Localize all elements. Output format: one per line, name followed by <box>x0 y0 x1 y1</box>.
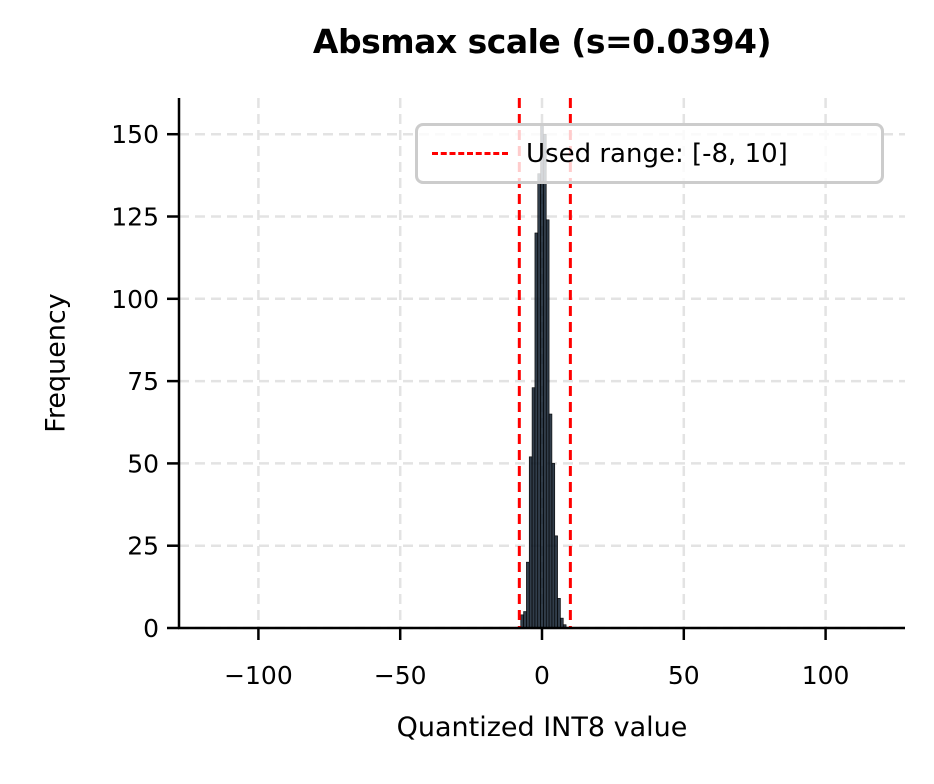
histogram-bar <box>540 124 544 629</box>
x-tick-label: 50 <box>668 661 700 690</box>
legend-dashed-line-icon <box>432 152 508 155</box>
axes: −100 −50 0 50 100 0 25 50 75 100 125 150 <box>111 98 905 690</box>
x-axis-label: Quantized INT8 value <box>396 712 688 743</box>
histogram-bar <box>534 232 539 629</box>
histogram-bar <box>560 617 564 629</box>
histogram-bar <box>523 611 527 629</box>
histogram-bar <box>520 614 524 629</box>
y-tick-label: 125 <box>111 203 159 232</box>
y-tick-label: 25 <box>127 532 159 561</box>
y-tick-label: 50 <box>127 449 159 478</box>
histogram-bar <box>557 598 561 629</box>
x-tick-label: −100 <box>224 661 293 690</box>
histogram-bar <box>537 173 541 629</box>
y-tick-label: 75 <box>127 367 159 396</box>
x-tick-label: 100 <box>802 661 850 690</box>
x-tick-label: 0 <box>534 661 550 690</box>
histogram-bar <box>543 133 547 629</box>
histogram-bar <box>554 535 558 629</box>
histogram-bars <box>520 124 567 629</box>
histogram-bar <box>545 219 550 629</box>
histogram-bar <box>551 463 556 629</box>
histogram-bar <box>548 413 553 629</box>
legend-label: Used range: [-8, 10] <box>526 138 788 169</box>
y-tick-label: 100 <box>111 285 159 314</box>
x-tick-label: −50 <box>374 661 427 690</box>
range-lines <box>517 98 572 628</box>
y-tick-label: 150 <box>111 120 159 149</box>
histogram-bar <box>528 456 533 629</box>
legend: Used range: [-8, 10] <box>415 123 884 184</box>
histogram-bar <box>526 561 530 629</box>
y-tick-label: 0 <box>143 614 159 643</box>
histogram-bar <box>531 387 536 629</box>
chart-title: Absmax scale (s=0.0394) <box>312 22 772 61</box>
